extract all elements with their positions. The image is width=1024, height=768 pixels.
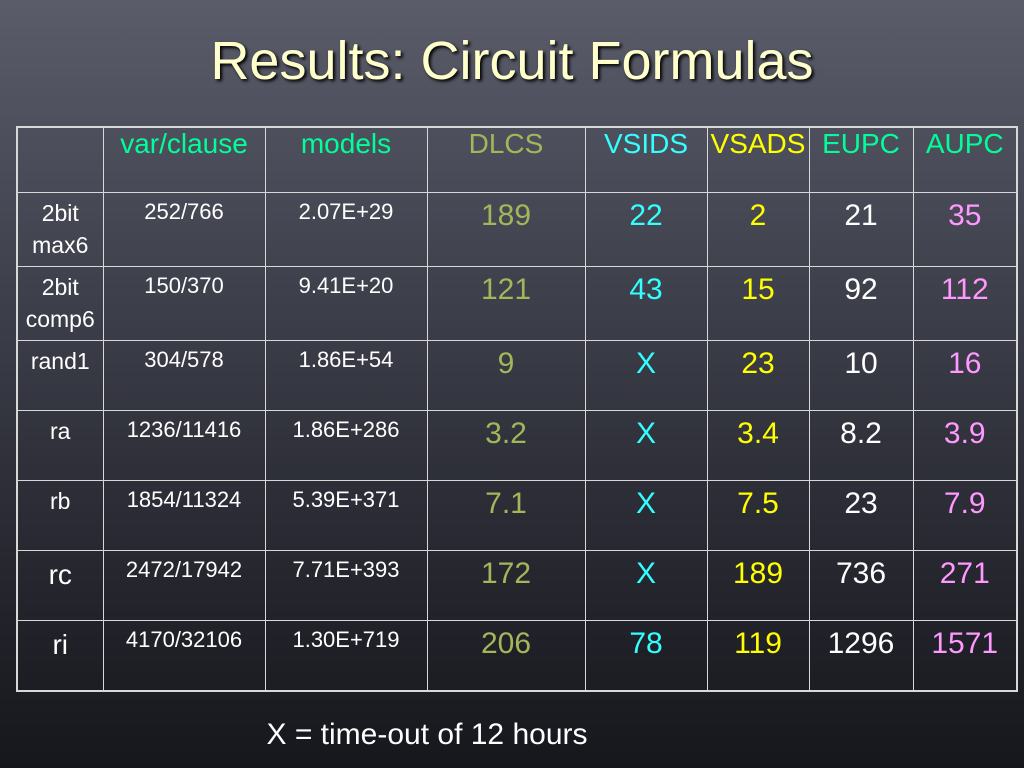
header-var-clause: var/clause [102, 126, 266, 193]
row-label: rand1 [16, 340, 104, 411]
row-label: rb [16, 480, 104, 551]
var-clause-cell: 2472/17942 [102, 550, 266, 621]
table-row: 2bit comp6 150/370 9.41E+20 121 43 15 92 … [16, 266, 1018, 341]
row-label: 2bit comp6 [16, 266, 104, 341]
row-label: 2bit max6 [16, 192, 104, 267]
vsads-cell: 189 [706, 550, 810, 621]
models-cell: 1.30E+719 [264, 620, 428, 691]
var-clause-cell: 1854/11324 [102, 480, 266, 551]
header-models: models [264, 126, 428, 193]
aupc-cell: 3.9 [912, 410, 1018, 481]
eupc-cell: 10 [808, 340, 914, 411]
header-aupc: AUPC [912, 126, 1018, 193]
vsads-cell: 2 [706, 192, 810, 267]
models-cell: 7.71E+393 [264, 550, 428, 621]
eupc-cell: 92 [808, 266, 914, 341]
eupc-cell: 21 [808, 192, 914, 267]
row-label: ri [16, 620, 104, 691]
models-cell: 1.86E+54 [264, 340, 428, 411]
models-cell: 2.07E+29 [264, 192, 428, 267]
footnote: X = time-out of 12 hours [266, 718, 588, 751]
vsads-cell: 7.5 [706, 480, 810, 551]
table-row: rb 1854/11324 5.39E+371 7.1 X 7.5 23 7.9 [16, 480, 1018, 551]
vsads-cell: 3.4 [706, 410, 810, 481]
dlcs-cell: 189 [426, 192, 586, 267]
slide-title: Results: Circuit Formulas [210, 31, 814, 91]
dlcs-cell: 9 [426, 340, 586, 411]
eupc-cell: 8.2 [808, 410, 914, 481]
vsads-cell: 119 [706, 620, 810, 691]
table-row: 2bit max6 252/766 2.07E+29 189 22 2 21 35 [16, 192, 1018, 267]
eupc-cell: 1296 [808, 620, 914, 691]
eupc-cell: 23 [808, 480, 914, 551]
dlcs-cell: 3.2 [426, 410, 586, 481]
aupc-cell: 112 [912, 266, 1018, 341]
models-cell: 1.86E+286 [264, 410, 428, 481]
aupc-cell: 1571 [912, 620, 1018, 691]
dlcs-cell: 172 [426, 550, 586, 621]
dlcs-cell: 121 [426, 266, 586, 341]
var-clause-cell: 4170/32106 [102, 620, 266, 691]
table-row: ra 1236/11416 1.86E+286 3.2 X 3.4 8.2 3.… [16, 410, 1018, 481]
header-vsids: VSIDS [584, 126, 708, 193]
header-corner [16, 126, 104, 193]
eupc-cell: 736 [808, 550, 914, 621]
table-row: rand1 304/578 1.86E+54 9 X 23 10 16 [16, 340, 1018, 411]
models-cell: 9.41E+20 [264, 266, 428, 341]
header-dlcs: DLCS [426, 126, 586, 193]
models-cell: 5.39E+371 [264, 480, 428, 551]
vsids-cell: X [584, 410, 708, 481]
table-row: ri 4170/32106 1.30E+719 206 78 119 1296 … [16, 620, 1018, 691]
var-clause-cell: 150/370 [102, 266, 266, 341]
row-label: ra [16, 410, 104, 481]
results-table: var/clause models DLCS VSIDS VSADS EUPC … [16, 126, 1018, 692]
aupc-cell: 7.9 [912, 480, 1018, 551]
vsids-cell: X [584, 480, 708, 551]
header-eupc: EUPC [808, 126, 914, 193]
header-row: var/clause models DLCS VSIDS VSADS EUPC … [16, 126, 1018, 193]
vsids-cell: 22 [584, 192, 708, 267]
vsids-cell: X [584, 550, 708, 621]
aupc-cell: 16 [912, 340, 1018, 411]
header-vsads: VSADS [706, 126, 810, 193]
var-clause-cell: 252/766 [102, 192, 266, 267]
dlcs-cell: 206 [426, 620, 586, 691]
vsads-cell: 23 [706, 340, 810, 411]
vsids-cell: 78 [584, 620, 708, 691]
vsads-cell: 15 [706, 266, 810, 341]
vsids-cell: 43 [584, 266, 708, 341]
aupc-cell: 35 [912, 192, 1018, 267]
var-clause-cell: 1236/11416 [102, 410, 266, 481]
dlcs-cell: 7.1 [426, 480, 586, 551]
table-row: rc 2472/17942 7.71E+393 172 X 189 736 27… [16, 550, 1018, 621]
aupc-cell: 271 [912, 550, 1018, 621]
row-label: rc [16, 550, 104, 621]
var-clause-cell: 304/578 [102, 340, 266, 411]
vsids-cell: X [584, 340, 708, 411]
